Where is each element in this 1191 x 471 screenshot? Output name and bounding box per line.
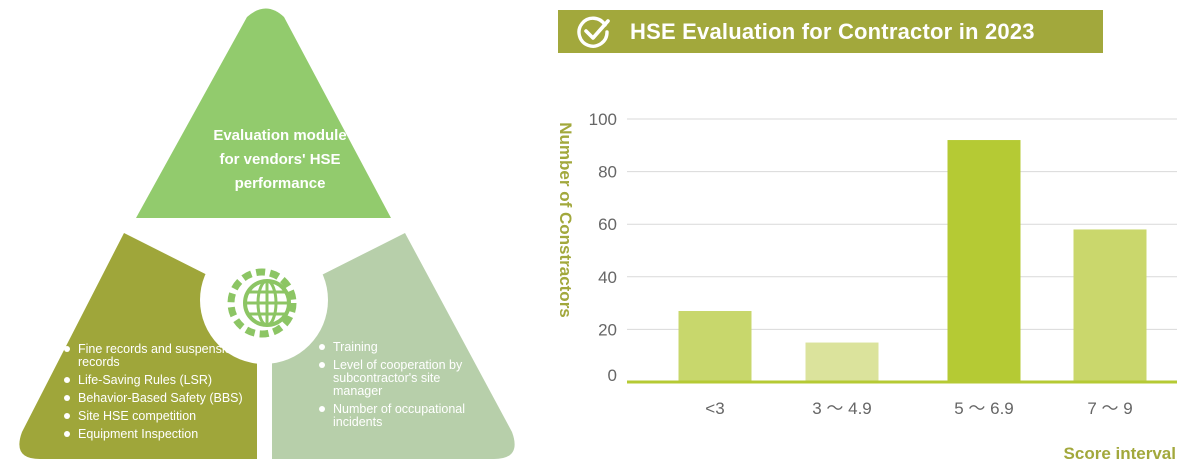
chart-title-bar: HSE Evaluation for Contractor in 2023	[558, 10, 1103, 53]
center-module-label-line: Evaluation module	[213, 127, 347, 144]
x-axis-label: Score interval	[1064, 444, 1176, 463]
list-item: Fine records and suspension records	[63, 343, 263, 369]
y-tick-label: 20	[598, 320, 617, 339]
y-axis-label: Number of Constractors	[556, 122, 575, 318]
list-item: Behavior-Based Safety (BBS)	[63, 392, 263, 405]
list-item: Number of occupational incidents	[318, 403, 493, 429]
triangle-left-segment	[19, 233, 257, 459]
x-tick-label: <3	[705, 399, 724, 418]
bar	[678, 310, 752, 382]
list-item: Equipment Inspection	[63, 428, 263, 441]
x-tick-labels: <3 3 ～ 4.9 5 ～ 6.9 7 ～ 9	[705, 399, 1132, 418]
contractor-score-bar-chart: 0 20 40 60 80 100 <3 3 ～ 4.9 5 ～ 6.9 7 ～ 9 Numbe…	[556, 110, 1177, 463]
triangle-top-segment	[136, 8, 391, 218]
x-tick-label: 7 ～ 9	[1087, 399, 1132, 418]
chart-title: HSE Evaluation for Contractor in 2023	[630, 18, 1035, 44]
check-circle-icon	[577, 16, 610, 48]
y-tick-label: 80	[598, 163, 617, 182]
center-module-label-line: for vendors' HSE	[219, 151, 341, 168]
center-module-label-line: performance	[234, 175, 326, 192]
triangle-right-segment	[272, 233, 515, 459]
bar	[1073, 229, 1147, 382]
right-criteria-list: Training Level of cooperation by subcont…	[318, 341, 493, 434]
list-item: Site HSE competition	[63, 410, 263, 423]
gear-globe-icon	[227, 268, 297, 338]
bars	[678, 140, 1147, 382]
hse-module-diagram	[19, 8, 515, 459]
x-tick-label: 3 ～ 4.9	[812, 399, 872, 418]
list-item: Life-Saving Rules (LSR)	[63, 374, 263, 387]
y-tick-label: 40	[598, 268, 617, 287]
list-item: Training	[318, 341, 493, 354]
x-tick-label: 5 ～ 6.9	[954, 399, 1014, 418]
y-tick-label: 100	[589, 110, 617, 129]
y-tick-label: 0	[608, 366, 617, 385]
y-tick-label: 60	[598, 215, 617, 234]
center-module-label: Evaluation module for vendors' HSE perfo…	[170, 124, 390, 196]
left-criteria-list: Fine records and suspension records Life…	[63, 343, 263, 446]
list-item: Level of cooperation by subcontractor's …	[318, 359, 493, 398]
y-tick-labels: 0 20 40 60 80 100	[589, 110, 617, 385]
bar	[947, 140, 1021, 382]
bar	[805, 342, 879, 382]
